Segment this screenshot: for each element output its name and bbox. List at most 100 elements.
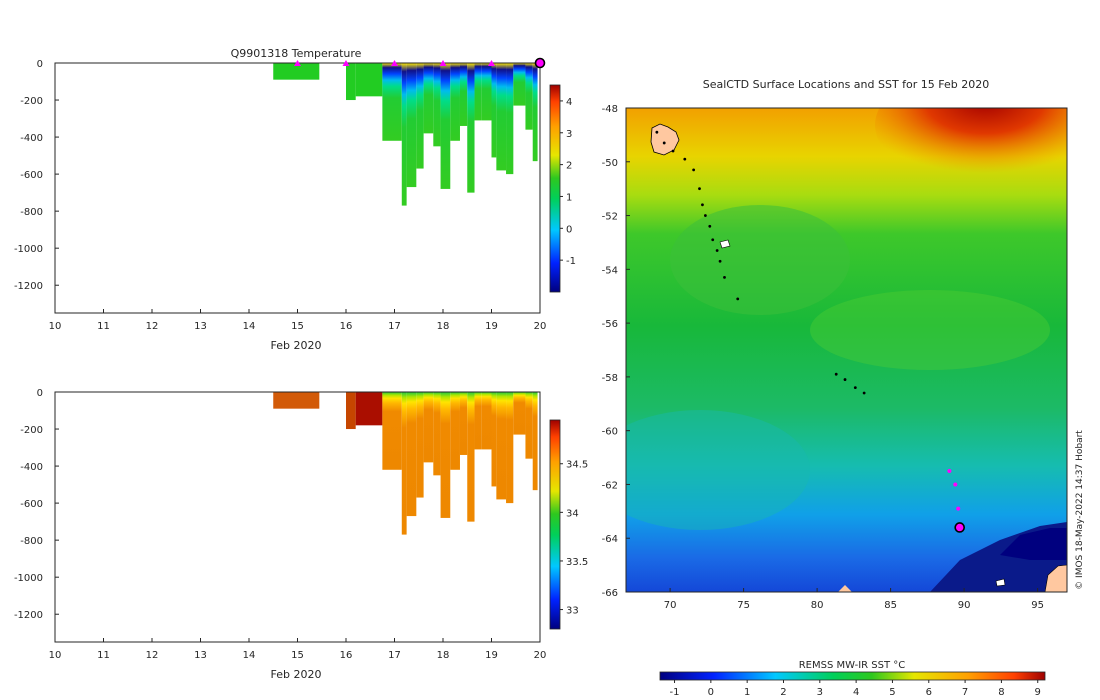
temperature-xlabel: Feb 2020 [271, 339, 322, 352]
map-y-tick-label: -52 [602, 212, 618, 223]
temperature-profile-column [346, 63, 356, 101]
salinity-colorbar [549, 419, 561, 630]
map-y-ticks: -48 -50 -52 -54 -56 -58 -60 -62 -64 -66 [602, 104, 630, 599]
y-tick-label: -1200 [14, 281, 43, 292]
salinity-profile-column [394, 392, 402, 470]
x-tick-label: 17 [388, 321, 401, 332]
sst-colorbar [659, 671, 1046, 681]
temperature-colorbar [549, 84, 561, 293]
track-point [655, 130, 659, 134]
salinity-profile-column [346, 392, 356, 430]
salinity-profile-column [355, 392, 383, 426]
temperature-profile-column [481, 63, 492, 121]
x-tick-label: 13 [194, 650, 207, 661]
colorbar-tick-label: 33.5 [566, 557, 588, 568]
y-tick-label: -400 [20, 133, 43, 144]
land-patch [838, 585, 852, 592]
track-point [683, 157, 687, 161]
colorbar-tick-label: 4 [566, 97, 572, 108]
map-y-tick-label: -60 [602, 427, 618, 438]
colorbar-tick-label: 0 [566, 224, 572, 235]
y-tick-label: -1000 [14, 573, 43, 584]
colorbar-tick-label: -1 [566, 256, 576, 267]
y-tick-label: -200 [20, 96, 43, 107]
x-tick-label: 16 [340, 650, 353, 661]
salinity-profile-column [440, 392, 451, 518]
sst-colorbar-tick-label: 0 [708, 687, 714, 698]
salinity-profile-column [525, 392, 533, 459]
y-tick-label: -1200 [14, 610, 43, 621]
sst-colorbar-tick-label: 6 [926, 687, 932, 698]
seal-position-marker [953, 482, 958, 487]
track-point [715, 249, 719, 252]
y-tick-label: -600 [20, 499, 43, 510]
salinity-profile-column [459, 392, 468, 455]
x-tick-label: 20 [534, 650, 547, 661]
map-y-tick-label: -50 [602, 158, 618, 169]
temperature-profile-column [394, 63, 402, 141]
salinity-profile-column [423, 392, 434, 463]
sst-colorbar-tick-label: 1 [744, 687, 750, 698]
x-tick-label: 19 [485, 650, 498, 661]
salinity-x-ticks: 10 11 12 13 14 15 16 17 18 19 20 [49, 638, 547, 661]
temperature-profile-column [459, 63, 468, 126]
surface-marker [488, 60, 495, 66]
temperature-profile-column [440, 63, 451, 189]
salinity-profile-column [491, 392, 497, 487]
x-tick-label: 12 [146, 650, 159, 661]
temperature-profile-column [496, 63, 507, 171]
map-x-tick-label: 85 [884, 600, 897, 611]
salinity-xlabel: Feb 2020 [271, 668, 322, 681]
seal-track [655, 130, 866, 395]
sst-colorbar-tick-label: 8 [998, 687, 1004, 698]
salinity-profile-column [433, 392, 441, 476]
sst-colorbar-tick-label: 9 [1035, 687, 1041, 698]
map-y-tick-label: -54 [602, 265, 618, 276]
salinity-profiles [273, 392, 538, 535]
track-point [862, 391, 866, 395]
map-x-tick-label: 75 [737, 600, 750, 611]
colorbar-tick-label: 34 [566, 508, 579, 519]
map-y-tick-label: -48 [602, 104, 618, 115]
x-tick-label: 15 [291, 321, 304, 332]
track-point [671, 149, 675, 153]
salinity-y-ticks: 0 -200 -400 -600 -800 -1000 -1200 [14, 388, 59, 621]
sst-colorbar-tick-label: 5 [889, 687, 895, 698]
salinity-profile-column [506, 392, 514, 504]
x-tick-label: 10 [49, 321, 62, 332]
x-tick-label: 11 [97, 321, 110, 332]
seal-position-marker [947, 469, 952, 473]
sst-colorbar-tick-label: 7 [962, 687, 968, 698]
track-point [718, 259, 722, 263]
temperature-profile-column [525, 63, 533, 130]
salinity-profile-column [416, 392, 424, 498]
sst-colorbar-ticks: -1 0 1 2 3 4 5 6 7 8 9 [670, 680, 1041, 698]
latest-profile-marker [534, 57, 546, 69]
x-tick-label: 12 [146, 321, 159, 332]
track-point [834, 372, 838, 376]
temperature-title: Q9901318 Temperature [231, 47, 362, 60]
latest-seal-position [954, 522, 965, 533]
map-x-tick-label: 90 [958, 600, 971, 611]
y-tick-label: 0 [37, 388, 43, 399]
x-tick-label: 18 [437, 650, 450, 661]
salinity-profile-column [513, 392, 526, 435]
track-point [662, 141, 666, 145]
surface-marker [439, 60, 447, 66]
sst-colorbar-tick-label: -1 [670, 687, 680, 698]
colorbar-tick-label: 34.5 [566, 460, 588, 471]
x-tick-label: 15 [291, 650, 304, 661]
temperature-profile-column [450, 63, 460, 141]
y-tick-label: -1000 [14, 244, 43, 255]
salinity-profile-column [474, 392, 482, 450]
salinity-colorbar-ticks: 33 33.5 34 34.5 [560, 460, 588, 617]
track-point [708, 224, 712, 228]
track-point [723, 276, 726, 279]
temperature-profile-column [506, 63, 514, 175]
x-tick-label: 14 [243, 321, 256, 332]
map-y-tick-label: -58 [602, 373, 618, 384]
temperature-colorbar-ticks: -1 0 1 2 3 4 [560, 97, 576, 267]
temperature-y-ticks: 0 -200 -400 -600 -800 -1000 -1200 [14, 59, 59, 292]
salinity-profile-column [273, 392, 320, 409]
temperature-profile-column [532, 63, 538, 162]
